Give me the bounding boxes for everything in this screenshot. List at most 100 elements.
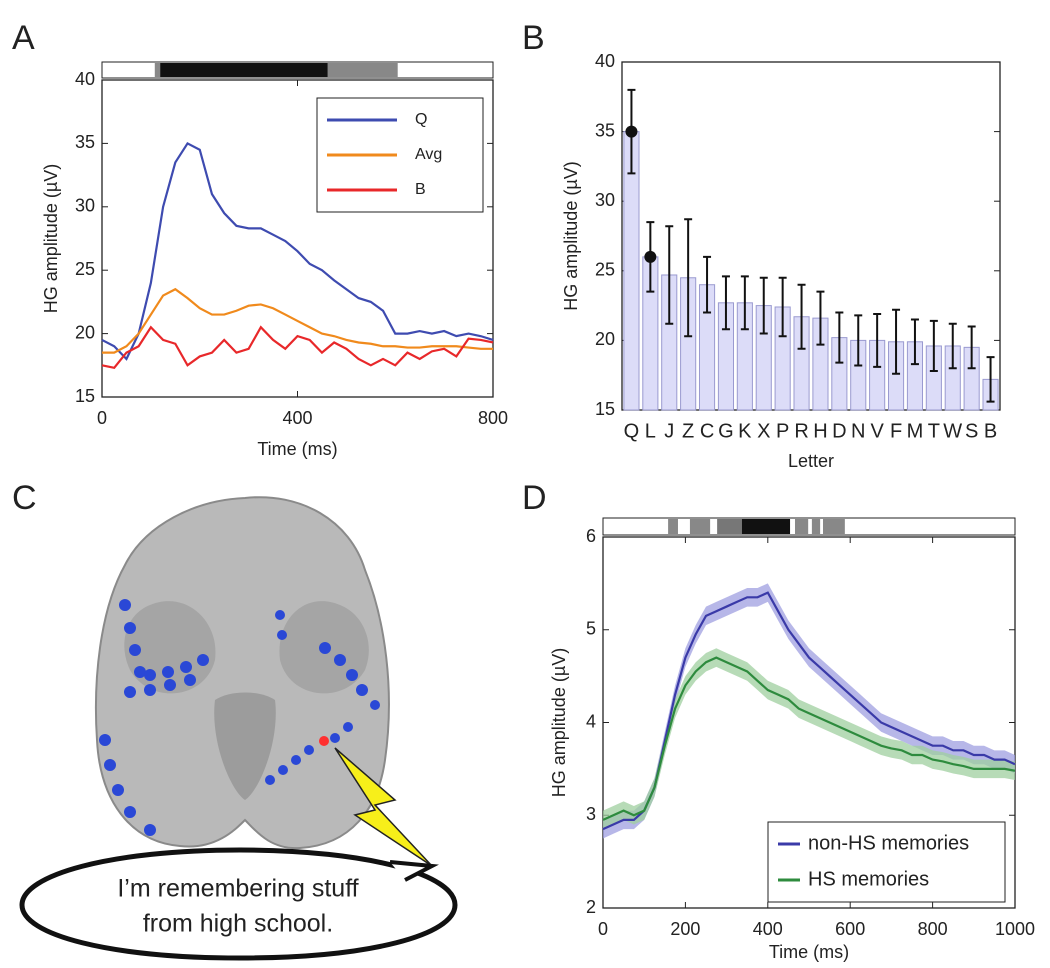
error-bar xyxy=(892,308,901,375)
y-axis-label: HG amplitude (µV) xyxy=(41,164,61,313)
significance-band xyxy=(160,63,328,77)
x-tick-label: L xyxy=(645,420,656,442)
y-tick-label: 15 xyxy=(595,399,615,419)
brain xyxy=(94,496,390,850)
x-tick-label: Q xyxy=(624,420,640,442)
error-bar xyxy=(759,276,768,335)
y-tick-label: 25 xyxy=(75,259,95,279)
brainstem xyxy=(214,692,276,800)
y-tick-label: 6 xyxy=(586,526,596,546)
x-tick-label: J xyxy=(664,420,674,442)
x-tick-label: T xyxy=(928,420,940,442)
x-tick-label: M xyxy=(907,420,924,442)
x-tick-label: F xyxy=(890,420,902,442)
error-bar xyxy=(740,275,749,331)
error-bar xyxy=(665,225,674,325)
x-tick-label: S xyxy=(965,420,978,442)
plot-area xyxy=(621,61,1001,411)
line xyxy=(602,591,1016,831)
electrode-highlight xyxy=(319,736,329,746)
error-bar xyxy=(721,275,730,331)
line xyxy=(101,141,494,361)
legend-label: Q xyxy=(415,111,427,128)
y-tick-label: 25 xyxy=(595,260,615,280)
y-tick-label: 15 xyxy=(75,386,95,406)
x-axis-label: Time (ms) xyxy=(257,439,337,459)
error-bar xyxy=(873,312,882,368)
y-tick-label: 3 xyxy=(586,804,596,824)
error-bar xyxy=(835,311,844,364)
significance-band xyxy=(811,519,821,534)
legend-label: B xyxy=(415,181,426,198)
y-tick-label: 40 xyxy=(595,51,615,71)
x-tick-label: W xyxy=(943,420,962,442)
marker xyxy=(625,125,638,138)
error-bar xyxy=(948,322,957,370)
line xyxy=(602,656,1016,821)
y-tick-label: 35 xyxy=(595,120,615,140)
legend-label: Avg xyxy=(415,146,442,163)
x-axis-label: Letter xyxy=(788,451,834,471)
error-bar xyxy=(703,255,712,314)
significance-band xyxy=(823,519,845,534)
electrodes xyxy=(99,599,380,836)
x-tick-label: 0 xyxy=(97,408,107,428)
error-bar xyxy=(778,276,787,338)
x-tick-label: B xyxy=(984,420,997,442)
error-bar xyxy=(684,218,693,338)
speech-text: from high school. xyxy=(143,910,333,938)
error-bar xyxy=(967,325,976,370)
x-tick-label: 1000 xyxy=(995,919,1035,939)
panel-label: C xyxy=(12,479,37,517)
panel-label: D xyxy=(522,479,547,517)
x-tick-label: D xyxy=(832,420,846,442)
line xyxy=(102,287,493,354)
error-bar xyxy=(797,283,806,350)
speech-tail xyxy=(389,860,439,882)
speech-text: I’m remembering stuff xyxy=(117,875,358,903)
x-tick-label: 800 xyxy=(478,408,508,428)
x-tick-label: R xyxy=(794,420,808,442)
x-tick-label: 400 xyxy=(753,919,783,939)
x-tick-label: N xyxy=(851,420,865,442)
x-tick-label: 600 xyxy=(835,919,865,939)
x-tick-label: G xyxy=(718,420,734,442)
x-tick-label: P xyxy=(776,420,789,442)
legend-label: non-HS memories xyxy=(808,832,969,854)
x-tick-label: H xyxy=(813,420,827,442)
y-tick-label: 4 xyxy=(586,711,596,731)
error-bar xyxy=(910,318,919,366)
error-bar xyxy=(986,356,995,403)
speech-bubble xyxy=(19,847,458,961)
x-tick-label: 200 xyxy=(670,919,700,939)
legend-label: HS memories xyxy=(808,868,929,890)
significance-band xyxy=(327,63,398,77)
significance-strip xyxy=(602,517,1016,536)
y-tick-label: 20 xyxy=(75,322,95,342)
significance-band xyxy=(717,519,742,534)
error-bar xyxy=(854,314,863,367)
x-tick-label: 400 xyxy=(282,408,312,428)
panel-label: B xyxy=(522,19,545,57)
x-tick-label: K xyxy=(738,420,752,442)
significance-band xyxy=(741,519,791,534)
y-tick-label: 35 xyxy=(75,132,95,152)
x-tick-label: X xyxy=(757,420,770,442)
significance-band xyxy=(794,519,809,534)
y-tick-label: 30 xyxy=(75,196,95,216)
y-tick-label: 30 xyxy=(595,190,615,210)
panel-label: A xyxy=(12,19,35,57)
y-axis-label: HG amplitude (µV) xyxy=(561,161,581,310)
y-tick-label: 2 xyxy=(586,897,596,917)
x-tick-label: V xyxy=(870,420,884,442)
y-tick-label: 40 xyxy=(75,69,95,89)
line xyxy=(101,325,494,370)
significance-band xyxy=(668,519,678,534)
brain-illustration: I’m remembering stuff from high school. xyxy=(19,496,458,961)
legend xyxy=(767,821,1006,903)
error-bar xyxy=(929,319,938,373)
y-tick-label: 5 xyxy=(586,619,596,639)
y-axis-label: HG amplitude (µV) xyxy=(549,648,569,797)
marker xyxy=(644,250,657,263)
